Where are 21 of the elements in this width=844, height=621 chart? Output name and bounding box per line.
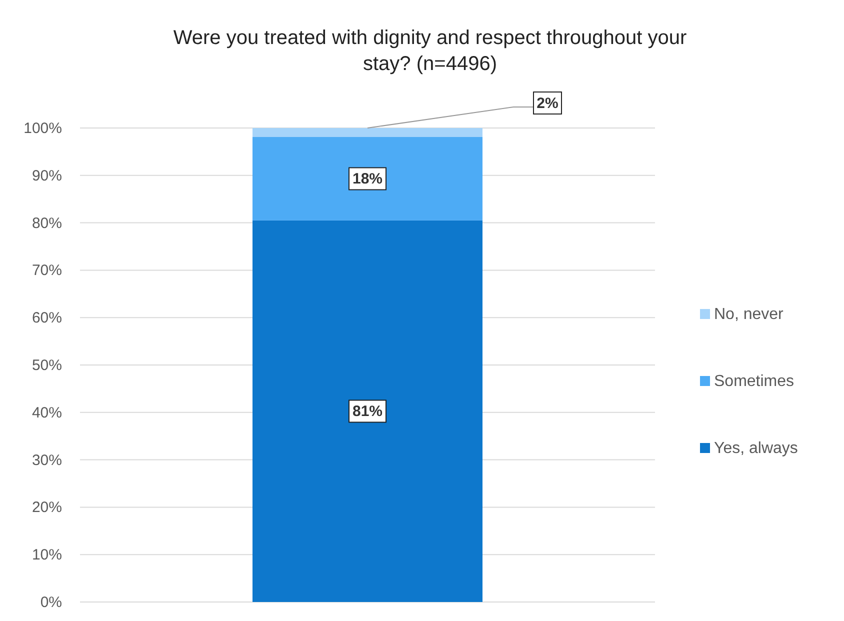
y-tick-label: 90% — [32, 167, 62, 184]
y-tick-label: 70% — [32, 262, 62, 280]
legend-label: Yes, always — [714, 440, 798, 457]
y-tick-label: 20% — [32, 499, 62, 516]
y-tick-label: 50% — [32, 357, 62, 374]
legend-label: No, never — [714, 306, 784, 323]
y-tick-label: 30% — [32, 452, 62, 469]
legend-label: Sometimes — [714, 373, 794, 390]
bar — [252, 128, 482, 138]
data-label: 18% — [352, 170, 383, 188]
y-tick-label: 60% — [32, 310, 62, 327]
data-label: 81% — [352, 403, 383, 420]
y-tick-label: 10% — [32, 546, 62, 564]
chart-title: Were you treated with dignity and respect throughout your stay? (n=4496) — [173, 27, 687, 75]
data-label: 2% — [536, 95, 558, 112]
y-tick-label: 80% — [32, 214, 62, 232]
bar — [252, 137, 482, 220]
y-tick-label: 0% — [40, 594, 62, 611]
y-tick-label: 100% — [24, 120, 62, 137]
bar — [252, 220, 482, 602]
y-tick-label: 40% — [32, 404, 62, 422]
